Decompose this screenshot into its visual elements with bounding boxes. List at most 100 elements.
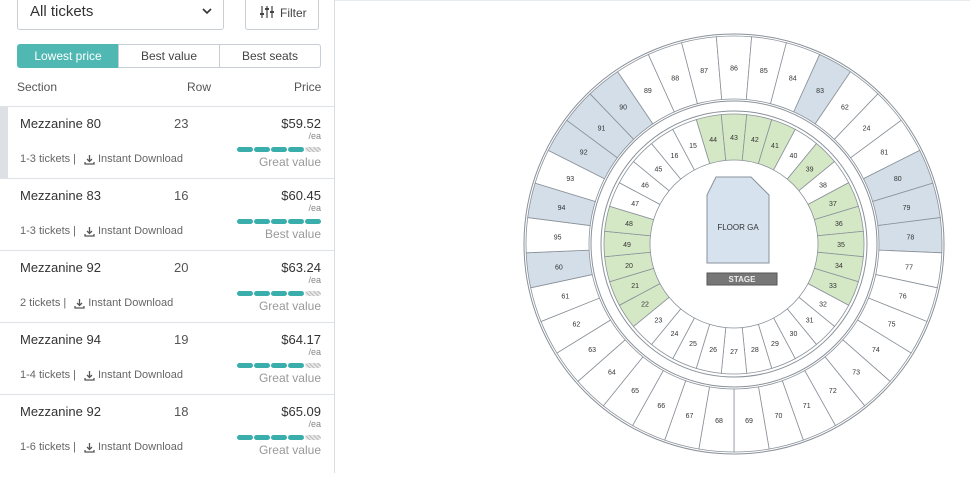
listing-quality: Great value <box>258 155 321 169</box>
section-label: 71 <box>803 403 811 410</box>
section-15[interactable] <box>672 119 711 171</box>
listing-delivery: Instant Download <box>98 441 183 453</box>
floor-ga-section[interactable] <box>706 176 770 264</box>
section-label: 42 <box>751 137 759 144</box>
section-label: 39 <box>806 166 814 173</box>
section-label: 37 <box>829 201 837 208</box>
column-header-price[interactable]: Price <box>294 80 322 94</box>
section-label: 89 <box>644 88 652 95</box>
listing-quality: Best value <box>264 227 321 241</box>
section-label: 26 <box>709 347 717 354</box>
section-label: 91 <box>598 125 606 132</box>
section-label: 35 <box>837 242 845 249</box>
section-label: 29 <box>771 341 779 348</box>
value-score-bar <box>237 435 321 440</box>
section-label: 88 <box>671 76 679 83</box>
section-label: 33 <box>829 283 837 290</box>
section-label: 32 <box>819 301 827 308</box>
section-label: 49 <box>623 242 631 249</box>
chevron-down-icon <box>202 8 212 15</box>
section-label: 25 <box>689 341 697 348</box>
section-label: 65 <box>631 388 639 395</box>
ticket-quantity-value: All tickets <box>30 3 94 20</box>
ticket-quantity-dropdown[interactable]: All tickets <box>17 0 224 30</box>
listing-meta: 1-3 tickets | Instant Download <box>20 225 183 237</box>
column-header-row[interactable]: Row <box>187 80 212 94</box>
section-label: 85 <box>760 68 768 75</box>
section-label: 44 <box>709 137 717 144</box>
listing-price: $63.24 <box>281 260 321 275</box>
section-label: 62 <box>841 105 849 112</box>
column-header-section[interactable]: Section <box>17 80 58 94</box>
listing-panel: All tickets Filter Lowest price Best val… <box>0 0 335 473</box>
tab-best-value[interactable]: Best value <box>118 44 220 68</box>
listing-price-unit: /ea <box>308 275 321 285</box>
section-label: 34 <box>835 263 843 270</box>
section-90[interactable] <box>589 71 654 140</box>
section-label: 43 <box>730 135 738 142</box>
section-label: 67 <box>686 413 694 420</box>
sliders-icon <box>260 6 274 18</box>
sort-tabs: Lowest price Best value Best seats <box>17 44 321 68</box>
section-label: 68 <box>715 418 723 425</box>
listing-tickets: 1-4 tickets <box>20 369 71 381</box>
value-score-bar <box>237 363 321 368</box>
section-label: 31 <box>806 318 814 325</box>
listing-delivery: Instant Download <box>88 297 174 309</box>
listing-section: Mezzanine 92 <box>20 404 101 419</box>
section-label: 46 <box>641 183 649 190</box>
section-label: 22 <box>641 301 649 308</box>
listing-row-number: 18 <box>174 404 189 419</box>
section-label: 16 <box>671 153 679 160</box>
section-label: 23 <box>654 318 662 325</box>
listing-quality: Great value <box>258 443 321 457</box>
listing-row-number: 23 <box>174 116 189 131</box>
listing-section: Mezzanine 94 <box>20 332 101 347</box>
listing-meta: 1-4 tickets | Instant Download <box>20 369 183 381</box>
seat-map-canvas: 89 88 87 86 85 84 83 62 24 81 80 79 78 77 76 75 74 73 72 71… <box>523 33 945 455</box>
stage <box>706 272 778 286</box>
section-label: 30 <box>790 331 798 338</box>
section-label: 87 <box>700 68 708 75</box>
download-icon <box>84 226 95 237</box>
tab-best-seats[interactable]: Best seats <box>219 44 321 68</box>
listing-price-unit: /ea <box>308 347 321 357</box>
section-label: 77 <box>905 264 913 271</box>
section-label: 92 <box>580 149 588 156</box>
listing-price: $65.09 <box>281 404 321 419</box>
section-label: 24 <box>671 331 679 338</box>
section-label: 90 <box>619 105 627 112</box>
listing-tickets: 2 tickets <box>20 297 61 309</box>
section-label: 47 <box>631 201 639 208</box>
section-label: 20 <box>625 263 633 270</box>
section-label: 64 <box>608 369 616 376</box>
stage-label: STAGE <box>729 275 757 284</box>
listing-row[interactable]: Mezzanine 83 16 $60.45 /ea Best value 1-… <box>0 178 334 250</box>
tab-lowest-price[interactable]: Lowest price <box>17 44 119 68</box>
filter-label: Filter <box>280 6 307 20</box>
value-score-bar <box>237 219 321 224</box>
section-label: 69 <box>745 418 753 425</box>
listing-row[interactable]: Mezzanine 80 23 $59.52 /ea Great value 1… <box>0 106 334 178</box>
section-label: 60 <box>555 264 563 271</box>
listing-row-number: 16 <box>174 188 189 203</box>
listing-row[interactable]: Mezzanine 92 18 $65.09 /ea Great value 1… <box>0 394 334 466</box>
listing-section: Mezzanine 80 <box>20 116 101 131</box>
listing-tickets: 1-6 tickets <box>20 441 71 453</box>
listing-price: $59.52 <box>281 116 321 131</box>
section-label: 70 <box>775 413 783 420</box>
section-label: 95 <box>554 235 562 242</box>
listing-price-unit: /ea <box>308 131 321 141</box>
listing-section: Mezzanine 92 <box>20 260 101 275</box>
listing-meta: 2 tickets | Instant Download <box>20 297 174 309</box>
listing-delivery: Instant Download <box>98 153 183 165</box>
seat-map: 89 88 87 86 85 84 83 62 24 81 80 79 78 77 76 75 74 73 72 71… <box>335 0 970 473</box>
listing-row[interactable]: Mezzanine 94 19 $64.17 /ea Great value 1… <box>0 322 334 394</box>
floor-label: FLOOR GA <box>717 223 759 232</box>
section-label: 79 <box>903 205 911 212</box>
listing-price: $64.17 <box>281 332 321 347</box>
section-label: 86 <box>730 66 738 73</box>
listing-row[interactable]: Mezzanine 92 20 $63.24 /ea Great value 2… <box>0 250 334 322</box>
listing-quality: Great value <box>258 299 321 313</box>
filter-button[interactable]: Filter <box>245 0 319 30</box>
